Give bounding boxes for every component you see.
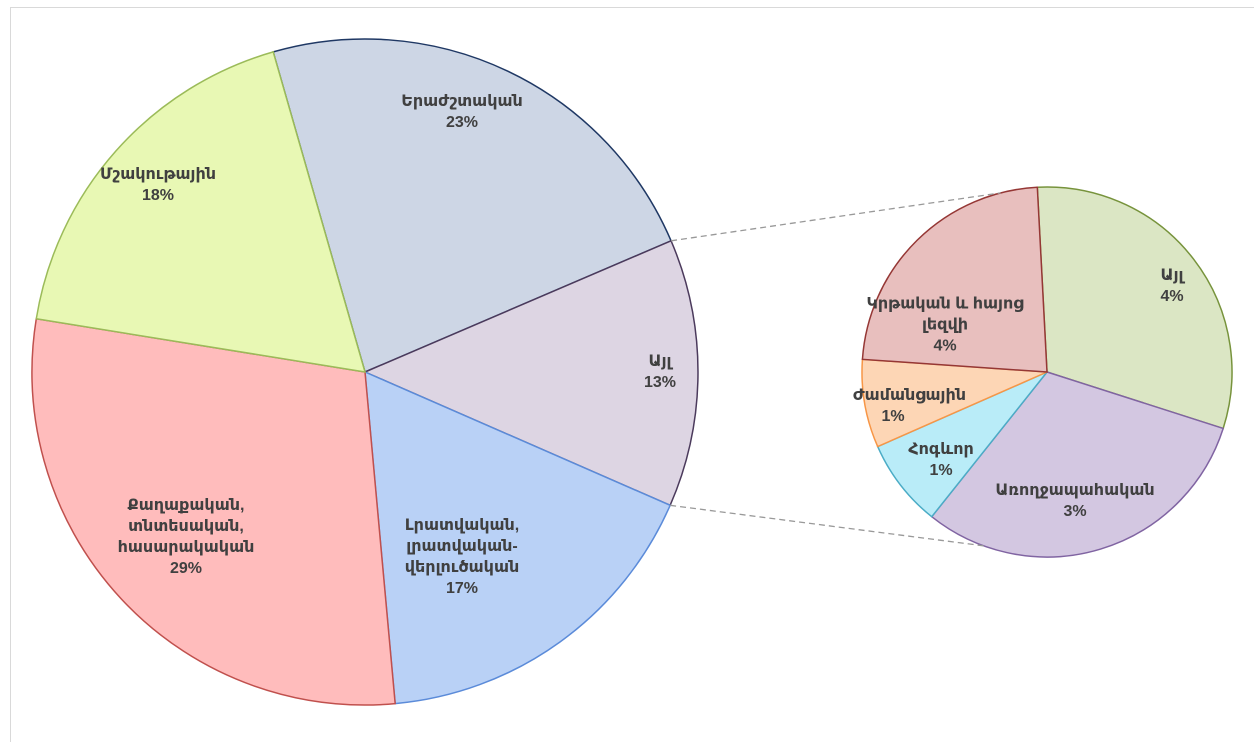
connector-line bbox=[670, 504, 984, 547]
value-label: 13% bbox=[643, 374, 677, 391]
value-label: 4% bbox=[933, 337, 957, 355]
pie-slice bbox=[930, 371, 1225, 558]
connector-line bbox=[670, 192, 1001, 242]
pie-slice bbox=[363, 239, 699, 507]
slice-label: Կրթական և հայոց լեզվի 4% bbox=[845, 294, 1045, 357]
category-label: Լրատվական, լրատվական-վերլուծական bbox=[404, 517, 520, 576]
category-label: Այլ bbox=[648, 353, 672, 370]
value-label: 29% bbox=[169, 560, 203, 577]
slice-label: Մշակութային 18% bbox=[78, 164, 238, 206]
chart-frame bbox=[10, 7, 1254, 742]
value-label: 3% bbox=[1063, 503, 1087, 520]
category-label: Քաղաքական, տնտեսական, հասարակական bbox=[117, 497, 255, 556]
category-label: Ժամանցային bbox=[853, 387, 967, 404]
value-label: 4% bbox=[1160, 288, 1184, 305]
category-label: Մշակութային bbox=[99, 166, 217, 183]
value-label: 1% bbox=[929, 462, 953, 479]
slice-label: Ժամանցային 1% bbox=[853, 385, 967, 427]
slice-label: Երաժշտական 23% bbox=[382, 91, 542, 133]
slice-label: Այլ 4% bbox=[1142, 265, 1202, 307]
slice-label: Քաղաքական, տնտեսական, հասարակական 29% bbox=[91, 495, 281, 579]
slice-label: Լրատվական, լրատվական-վերլուծական 17% bbox=[382, 515, 542, 599]
pie-slice bbox=[31, 317, 396, 706]
value-label: 18% bbox=[141, 187, 175, 204]
pie-slice bbox=[1036, 186, 1233, 430]
category-label: Կրթական և հայոց լեզվի bbox=[866, 295, 1024, 334]
category-label: Առողջապահական bbox=[995, 482, 1155, 499]
pie-slice bbox=[861, 186, 1048, 373]
slice-label: Այլ 13% bbox=[620, 351, 700, 393]
category-label: Երաժշտական bbox=[401, 93, 523, 110]
value-label: 17% bbox=[445, 580, 479, 597]
slice-label: Հոգևոր 1% bbox=[871, 439, 1011, 481]
category-label: Հոգևոր bbox=[908, 441, 974, 458]
value-label: 1% bbox=[881, 408, 905, 425]
pie-slice bbox=[364, 370, 672, 705]
pie-slice bbox=[272, 38, 673, 374]
category-label: Այլ bbox=[1160, 267, 1184, 284]
value-label: 23% bbox=[445, 114, 479, 131]
pie-slice bbox=[35, 50, 367, 373]
slice-label: Առողջապահական 3% bbox=[975, 480, 1175, 522]
